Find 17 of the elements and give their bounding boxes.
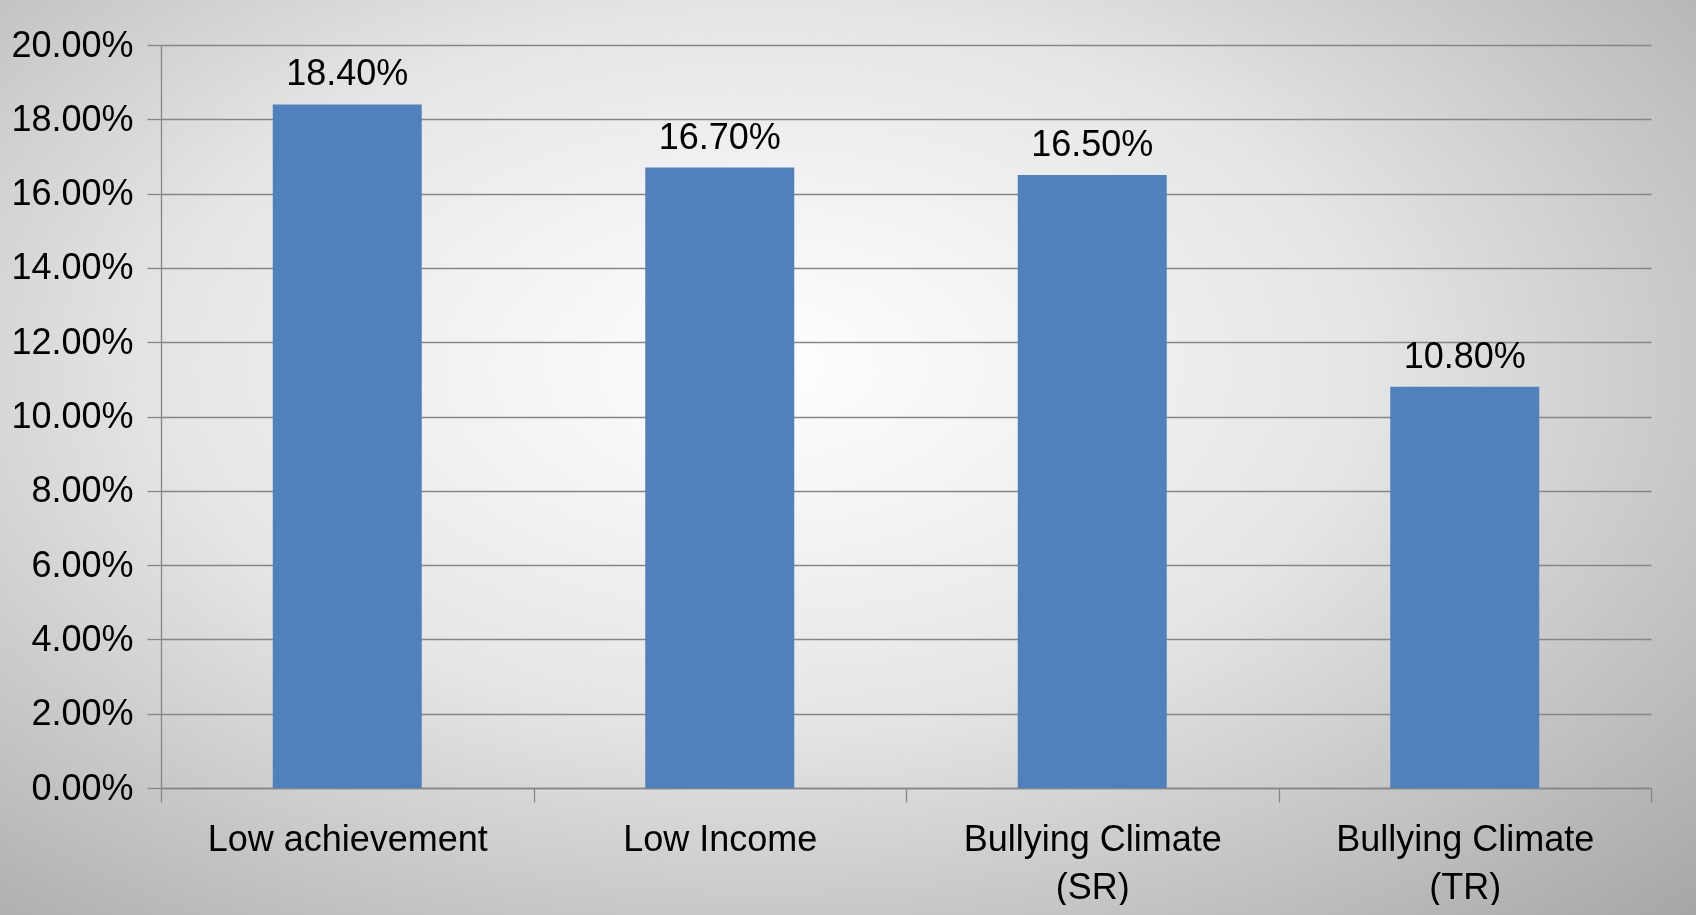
data-label: 16.70% [658, 115, 781, 157]
y-tick-label: 8.00% [31, 469, 134, 511]
y-tick-label: 18.00% [11, 97, 134, 139]
data-label: 16.50% [1031, 123, 1154, 165]
y-tick-label: 10.00% [11, 395, 134, 436]
y-tick-label: 2.00% [31, 692, 134, 734]
y-tick-label: 14.00% [11, 246, 134, 288]
data-label: 18.40% [286, 52, 409, 94]
x-tick-label: Low Income [623, 817, 818, 859]
y-tick-label: 12.00% [11, 320, 134, 362]
y-tick-label: 4.00% [31, 617, 134, 659]
y-tick-label: 0.00% [31, 766, 134, 808]
y-tick-label: 20.00% [11, 23, 134, 65]
y-tick-label: 6.00% [31, 543, 134, 585]
x-tick-label: Low achievement [207, 817, 488, 859]
data-label: 10.80% [1403, 334, 1526, 376]
y-tick-label: 16.00% [11, 172, 134, 214]
